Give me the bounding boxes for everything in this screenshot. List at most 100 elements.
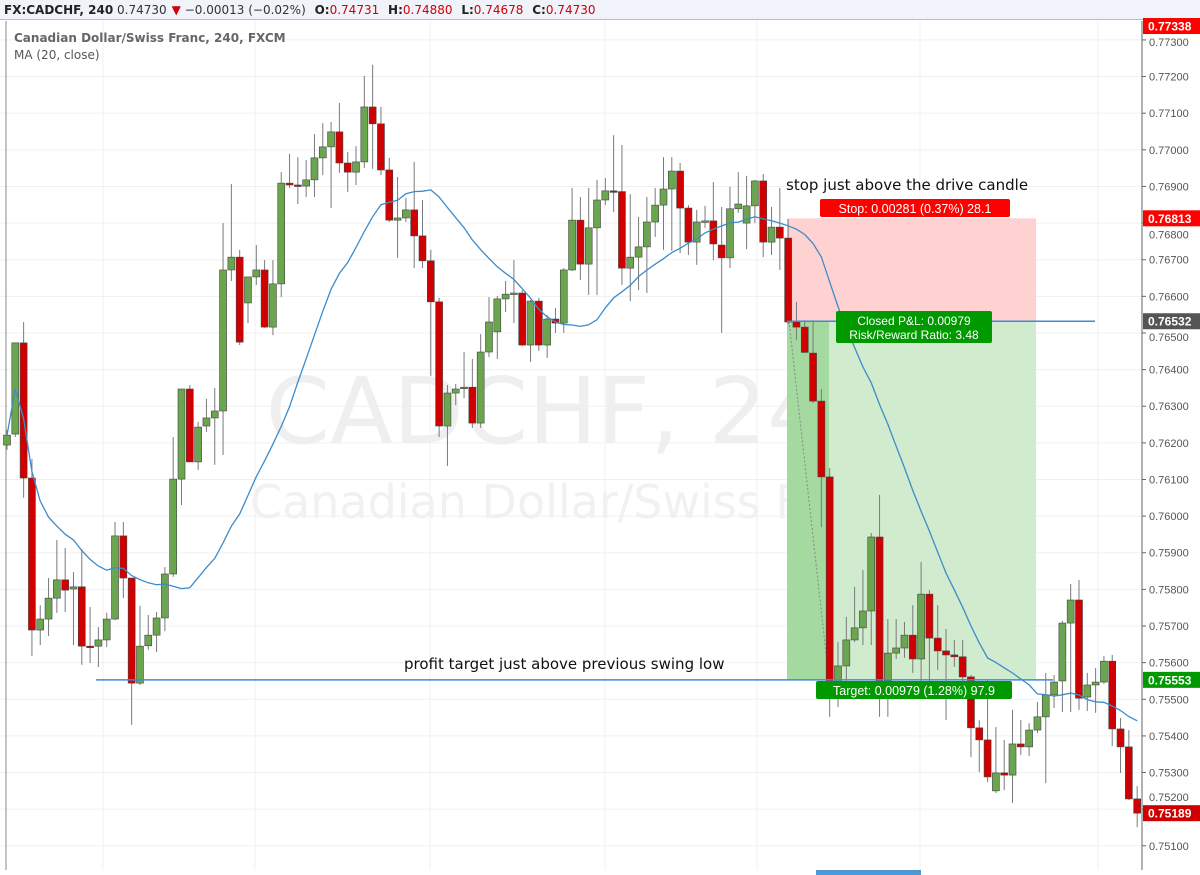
candle-up bbox=[726, 208, 734, 259]
low-value: 0.74678 bbox=[473, 3, 524, 17]
candle-down bbox=[958, 656, 967, 678]
candle-up bbox=[867, 536, 876, 612]
candle-up bbox=[1091, 681, 1100, 686]
candle-down bbox=[709, 220, 718, 245]
axis-tick-label: 0.77300 bbox=[1149, 37, 1189, 49]
candle-up bbox=[493, 298, 502, 333]
candle-down bbox=[377, 123, 385, 171]
candle-up bbox=[53, 579, 61, 599]
candle-up bbox=[734, 203, 743, 210]
candle-down bbox=[1017, 743, 1025, 748]
position-labels: Stop: 0.00281 (0.37%) 28.1 Closed P&L: 0… bbox=[816, 199, 1012, 699]
closed-pnl-label: Closed P&L: 0.00979 bbox=[857, 314, 971, 328]
candle-down bbox=[792, 321, 801, 328]
symbol-name[interactable]: FX:CADCHF, 240 bbox=[4, 3, 114, 17]
candle-up bbox=[900, 634, 909, 649]
last-price: 0.74730 bbox=[117, 3, 167, 17]
candle-down bbox=[933, 637, 942, 652]
stop-annotation[interactable]: stop just above the drive candle bbox=[786, 176, 1028, 194]
pnl-label-box bbox=[836, 311, 992, 343]
candle-up bbox=[219, 269, 227, 412]
price-label-box bbox=[1143, 671, 1200, 688]
axis-tick-label: 0.75700 bbox=[1149, 621, 1189, 633]
candle-up bbox=[402, 209, 410, 219]
candle-down bbox=[676, 170, 684, 209]
candle-down bbox=[1125, 746, 1133, 800]
price-label-box bbox=[1143, 210, 1200, 227]
axis-tick-label: 0.76400 bbox=[1149, 365, 1189, 377]
target-label-box bbox=[816, 681, 1012, 699]
target-annotation[interactable]: profit target just above previous swing … bbox=[404, 655, 724, 673]
trade-path-zone bbox=[787, 321, 829, 680]
watermark-symbol: CADCHF, 240 bbox=[266, 358, 884, 465]
candle-up bbox=[227, 256, 236, 271]
candle-up bbox=[94, 639, 103, 647]
candle-up bbox=[451, 388, 460, 394]
axis-tick-label: 0.75300 bbox=[1149, 768, 1189, 780]
candle-up bbox=[485, 321, 493, 353]
target-label: Target: 0.00979 (1.28%) 97.9 bbox=[833, 684, 995, 698]
candle-up bbox=[850, 627, 859, 641]
price-label: 0.75553 bbox=[1148, 673, 1192, 687]
candle-down bbox=[825, 476, 834, 686]
price-label-box bbox=[1143, 18, 1200, 35]
axis-tick-label: 0.77000 bbox=[1149, 145, 1189, 157]
candle-down bbox=[235, 256, 244, 343]
candle-up bbox=[269, 283, 277, 328]
candle-down bbox=[186, 388, 194, 463]
candle-down bbox=[61, 579, 69, 591]
candle-up bbox=[701, 220, 709, 223]
close-label: C: bbox=[532, 3, 546, 17]
candle-up bbox=[1066, 599, 1075, 624]
candle-down bbox=[551, 318, 560, 324]
candle-down bbox=[518, 292, 527, 346]
axis-tick-label: 0.76300 bbox=[1149, 401, 1189, 413]
axis-tick-label: 0.76700 bbox=[1149, 255, 1189, 267]
candle-down bbox=[385, 169, 394, 221]
candle-down bbox=[576, 219, 585, 265]
trade-path-line bbox=[788, 321, 830, 680]
candle-up bbox=[194, 426, 202, 463]
candle-up bbox=[892, 647, 900, 654]
price-label: 0.76813 bbox=[1148, 212, 1192, 226]
candle-up bbox=[1058, 622, 1067, 682]
axis-tick-label: 0.76600 bbox=[1149, 291, 1189, 303]
candle-up bbox=[1083, 684, 1092, 698]
axis-tick-label: 0.75600 bbox=[1149, 658, 1189, 670]
candle-up bbox=[1008, 743, 1017, 776]
candle-down bbox=[609, 190, 618, 193]
high-label: H: bbox=[388, 3, 403, 17]
candle-up bbox=[69, 586, 78, 590]
candle-up bbox=[136, 645, 144, 684]
series-title[interactable]: Canadian Dollar/Swiss Franc, 240, FXCM bbox=[14, 31, 286, 45]
candle-down bbox=[410, 209, 418, 237]
candle-up bbox=[601, 190, 610, 201]
price-axis[interactable]: 0.77300 0.77200 0.77100 0.77000 0.76900 0.768… bbox=[1141, 18, 1200, 870]
candle-up bbox=[111, 535, 119, 620]
candle-up bbox=[144, 634, 153, 647]
candle-up bbox=[634, 246, 643, 258]
indicator-label[interactable]: MA (20, close) bbox=[14, 48, 100, 62]
price-change: −0.00013 (−0.02%) bbox=[184, 3, 306, 17]
candle-up bbox=[501, 293, 510, 300]
candle-up bbox=[1100, 660, 1108, 683]
candle-down bbox=[967, 676, 975, 729]
candle-down bbox=[260, 269, 269, 328]
time-axis-selection[interactable] bbox=[816, 870, 921, 875]
candle-up bbox=[751, 180, 759, 207]
axis-tick-label: 0.76100 bbox=[1149, 474, 1189, 486]
candle-down bbox=[368, 106, 377, 125]
candle-up bbox=[884, 652, 892, 682]
candle-up bbox=[510, 292, 518, 295]
candle-up bbox=[742, 205, 751, 224]
price-label: 0.77338 bbox=[1148, 20, 1192, 34]
axis-tick-label: 0.76200 bbox=[1149, 438, 1189, 450]
candle-down bbox=[809, 352, 817, 402]
candle-up bbox=[543, 318, 551, 346]
candle-up bbox=[1050, 681, 1058, 696]
price-label: 0.76532 bbox=[1148, 315, 1192, 329]
candle-down bbox=[759, 180, 768, 243]
axis-tick-label: 0.75200 bbox=[1149, 792, 1189, 804]
candle-down bbox=[335, 131, 344, 164]
